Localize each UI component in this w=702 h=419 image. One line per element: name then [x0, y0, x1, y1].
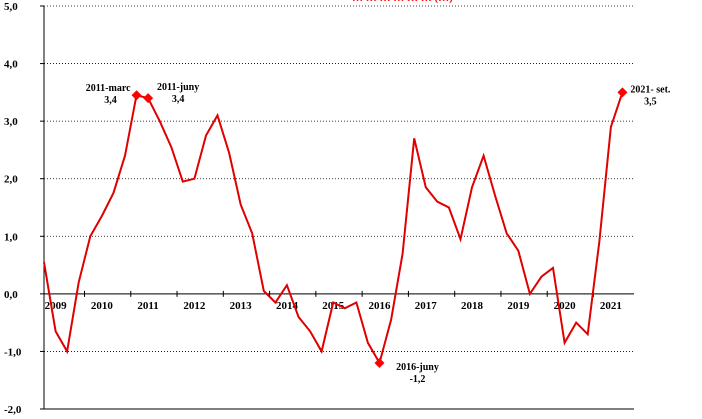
y-tick-label: 2,0 [4, 174, 18, 186]
x-tick-label: 2021 [600, 300, 622, 312]
highlight-marker [374, 357, 385, 368]
series-layer [43, 92, 624, 366]
y-tick-label: 0,0 [4, 289, 18, 301]
annotation-value: -1,2 [410, 374, 426, 385]
chart-title-fragment: … … … … … … (…) [352, 0, 453, 4]
highlight-marker [131, 90, 142, 101]
annotation-layer: 2011-marc3,42011-juny3,42016-juny-1,2202… [86, 82, 671, 385]
annotation-label: 2016-juny [396, 362, 439, 373]
x-tick-label: 2013 [230, 300, 253, 312]
x-tick-label: 2018 [461, 300, 484, 312]
annotation-value: 3,4 [172, 94, 185, 105]
annotation-label: 2011-marc [86, 83, 131, 94]
annotation-label: 2011-juny [157, 82, 199, 93]
annotation-value: 3,5 [644, 96, 657, 107]
series-line [43, 92, 624, 366]
x-tick-label: 2017 [415, 300, 438, 312]
highlight-marker [143, 93, 154, 104]
y-tick-label: 5,0 [4, 1, 18, 13]
x-tick-label: 2010 [91, 300, 114, 312]
x-tick-label: 2020 [554, 300, 577, 312]
y-tick-label: 3,0 [4, 116, 18, 128]
y-tick-label: -2,0 [4, 404, 22, 416]
highlight-marker [617, 87, 628, 98]
annotation-value: 3,4 [104, 95, 117, 106]
x-tick-label: 2009 [45, 300, 68, 312]
x-tick-label: 2019 [507, 300, 530, 312]
y-tick-label: 1,0 [4, 231, 18, 243]
marker-layer [131, 87, 628, 368]
x-tick-label: 2016 [368, 300, 391, 312]
axis-layer [40, 5, 634, 410]
y-tick-labels: 5,0 4,0 3,0 2,0 1,0 0,0 -1,0 -2,0 [4, 1, 22, 416]
x-tick-label: 2011 [137, 300, 158, 312]
chart-title-layer: … … … … … … (…) [352, 0, 453, 4]
annotation-label: 2021- set. [630, 84, 670, 95]
y-tick-label: 4,0 [4, 59, 18, 71]
y-tick-label: -1,0 [4, 346, 22, 358]
x-tick-label: 2015 [322, 300, 345, 312]
x-tick-label: 2012 [183, 300, 206, 312]
